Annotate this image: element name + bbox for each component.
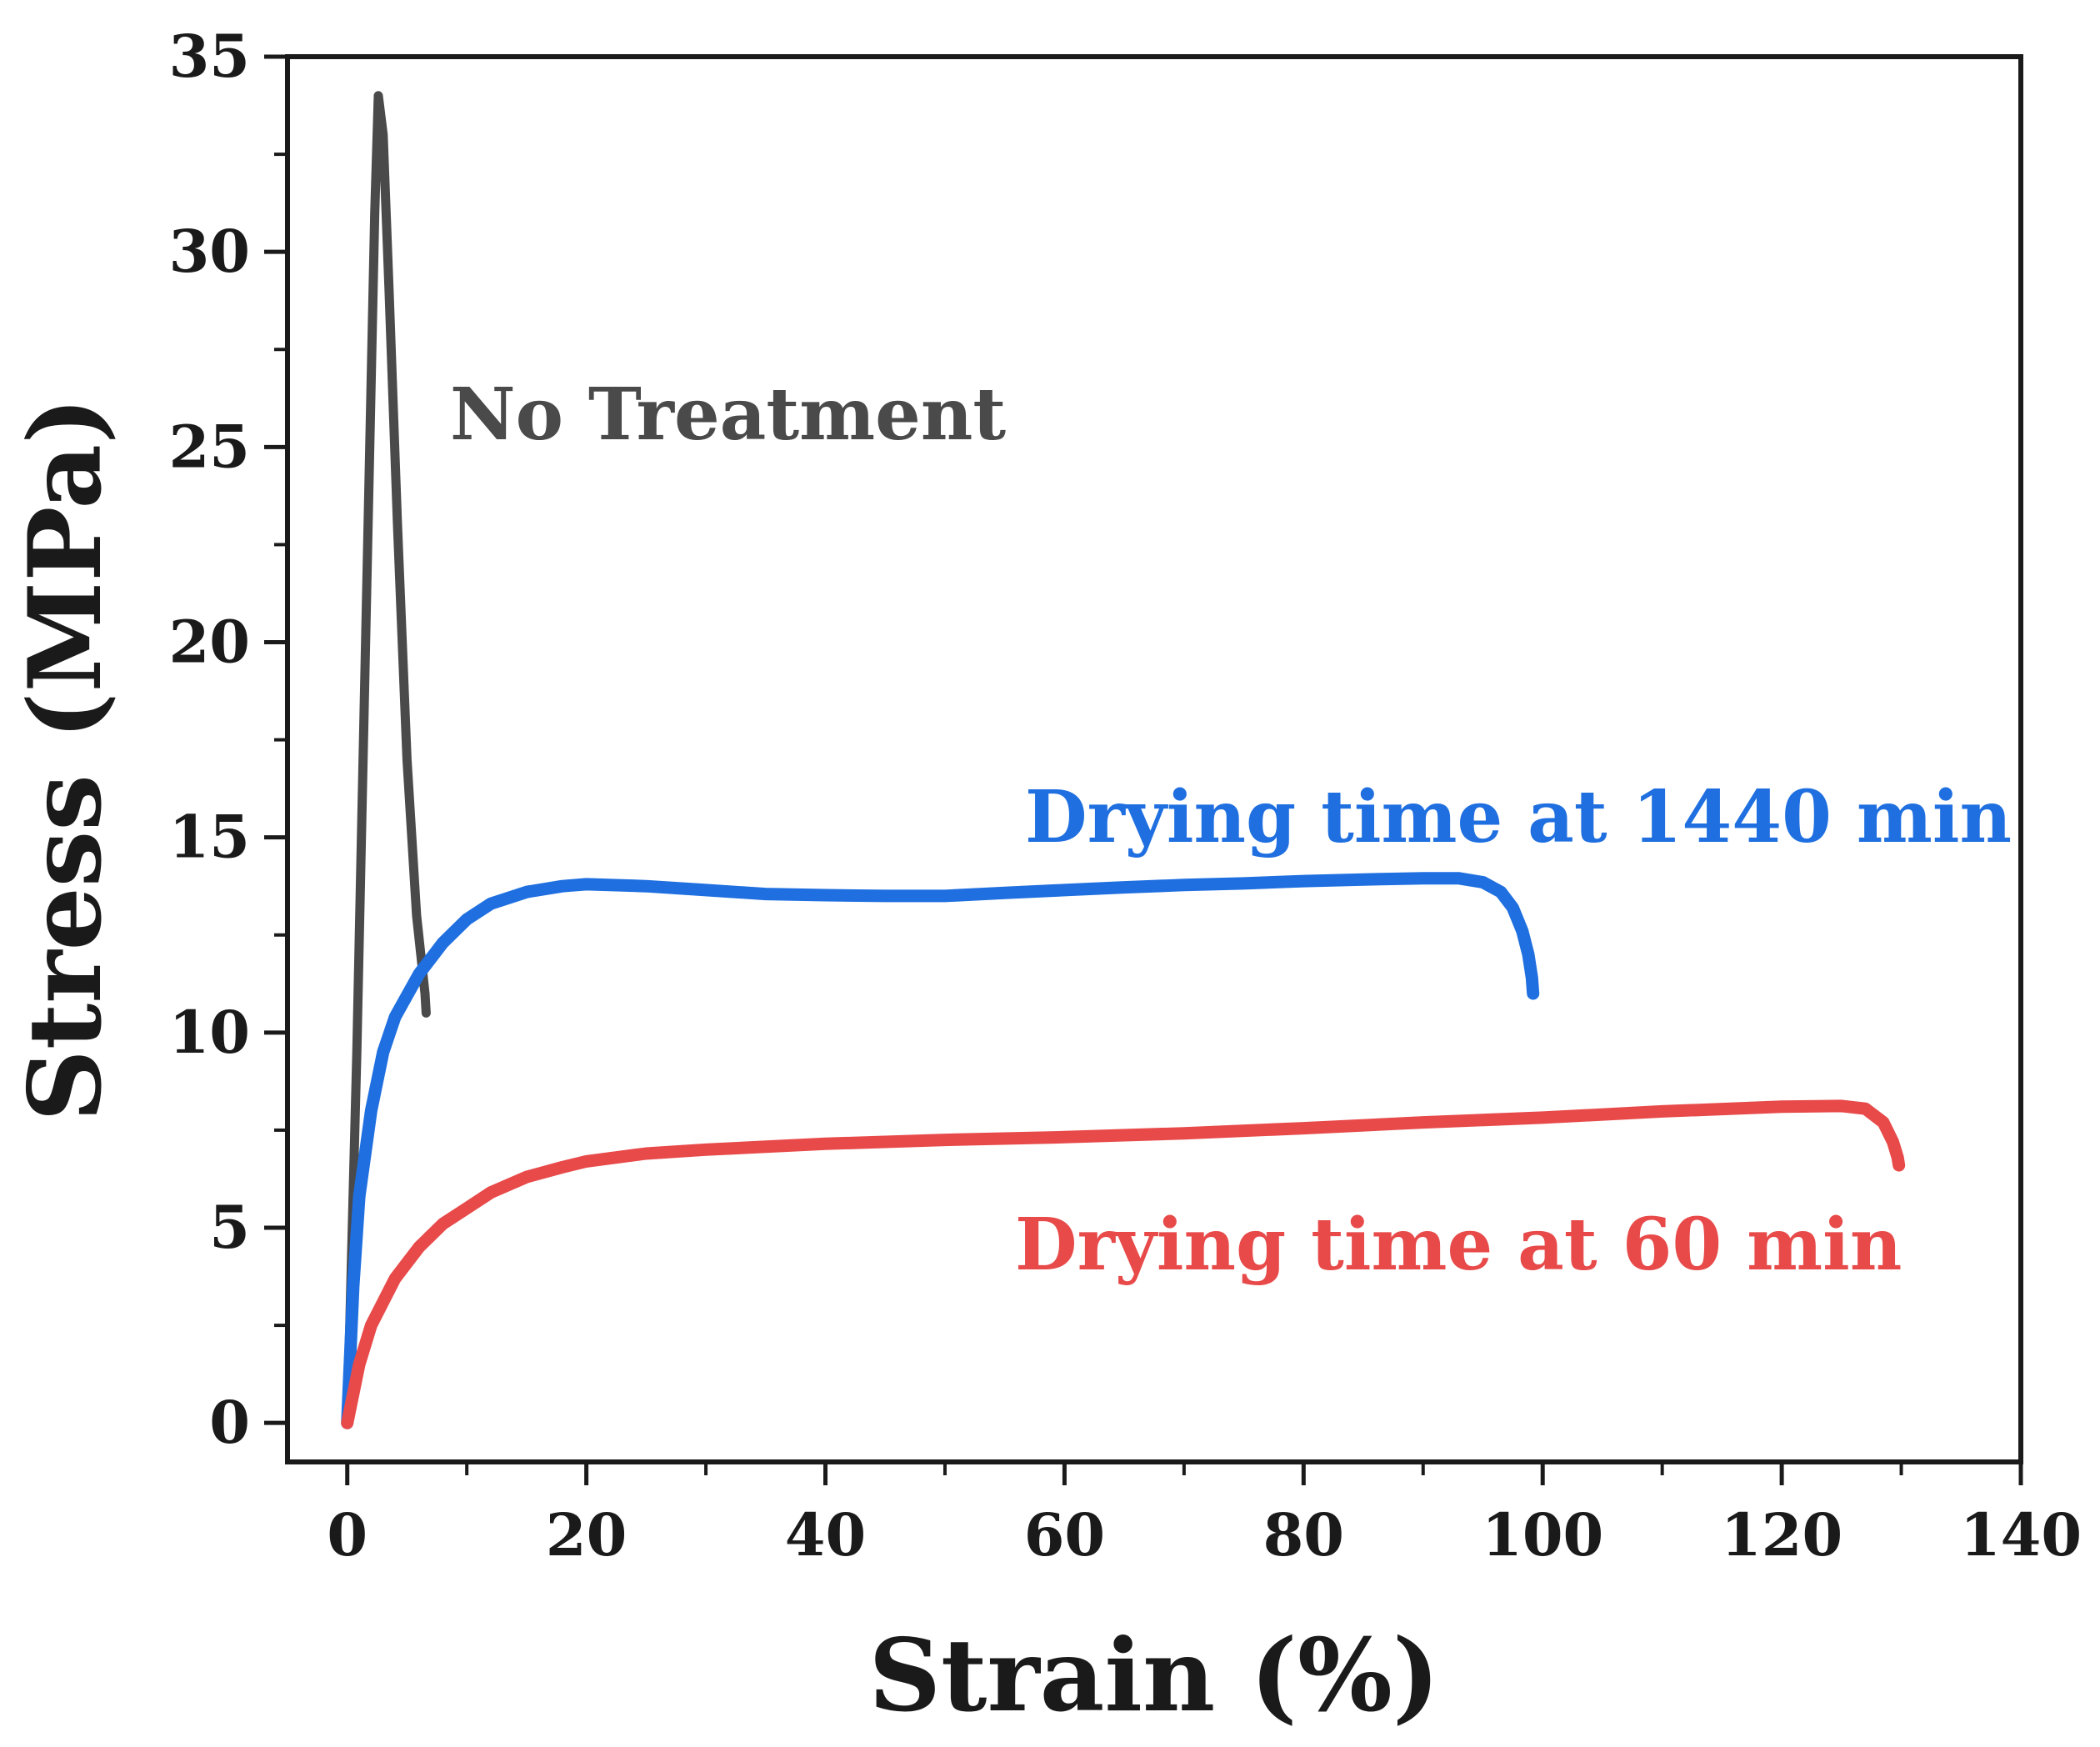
series-line-no-treatment xyxy=(342,91,431,1428)
y-tick-label: 35 xyxy=(169,22,250,91)
x-tick-label: 80 xyxy=(1263,1500,1344,1569)
y-tick-label: 5 xyxy=(209,1193,250,1262)
y-tick-label: 30 xyxy=(169,217,250,286)
series-label-no-treatment: No Treatment xyxy=(450,373,1006,457)
ticks-layer xyxy=(264,54,2023,1485)
x-tick-label: 40 xyxy=(785,1500,866,1569)
series-layer xyxy=(341,91,1906,1429)
y-tick-label: 25 xyxy=(169,412,250,481)
series-line-drying-time-at-60-min xyxy=(341,1099,1906,1429)
x-tick-label: 120 xyxy=(1721,1500,1842,1569)
x-tick-label: 0 xyxy=(327,1500,368,1569)
y-tick-label: 10 xyxy=(169,998,250,1067)
series-line-drying-time-at-1440-min xyxy=(341,872,1540,1429)
x-tick-label: 140 xyxy=(1960,1500,2082,1569)
x-tick-label: 100 xyxy=(1482,1500,1603,1569)
y-axis-title: Stress (MPa) xyxy=(7,397,124,1122)
series-label-drying-60-min: Drying time at 60 min xyxy=(1015,1203,1902,1287)
y-tick-label: 15 xyxy=(169,803,250,872)
x-tick-label: 60 xyxy=(1024,1500,1105,1569)
y-tick-label: 0 xyxy=(209,1388,250,1457)
series-label-drying-1440-min: Drying time at 1440 min xyxy=(1025,775,2012,859)
y-tick-label: 20 xyxy=(169,608,250,677)
plot-frame xyxy=(285,54,2023,1464)
x-tick-label: 20 xyxy=(546,1500,627,1569)
x-axis-title: Strain (%) xyxy=(868,1617,1439,1734)
labels-layer: 0 20 40 60 80 100 120 140 0 5 10 15 20 25 30 35 xyxy=(169,22,2082,1569)
